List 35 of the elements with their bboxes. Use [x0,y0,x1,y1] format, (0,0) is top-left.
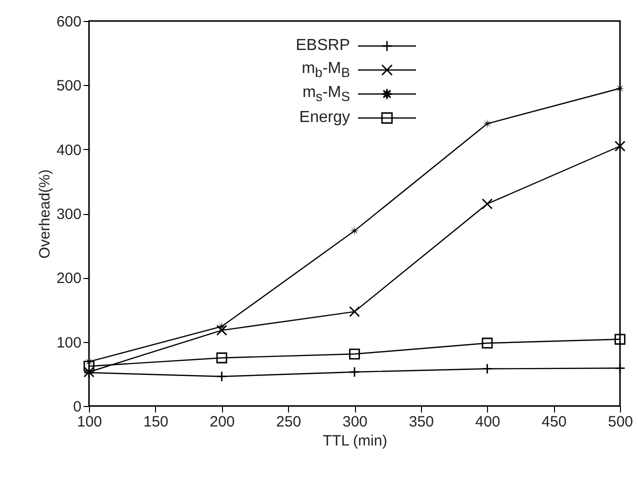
y-tick-label: 100 [56,334,82,352]
x-tick-label: 500 [608,414,634,430]
point [614,140,626,152]
x-tick-label: 200 [210,414,235,430]
y-tick-label: 300 [56,206,82,223]
point [614,334,626,345]
x-tick-label: 350 [408,414,434,430]
x-tick-label: 100 [76,414,102,430]
point [216,324,228,336]
legend-label: m$_{s}$-M$_{S}$ [301,84,350,104]
legend-label: EBSRP [294,37,350,55]
x-tick-label: 450 [542,414,567,430]
y-tick-label: 200 [56,270,82,288]
point [216,352,228,364]
point [482,118,492,128]
y-tick-label: 400 [56,142,82,159]
point [349,348,360,360]
x-tick-label: 250 [276,414,302,430]
y-tick-label: 500 [56,78,82,95]
x-axis-title: TTL (min) [322,432,388,450]
point [482,198,493,210]
x-tick-label: 150 [143,414,168,430]
point [84,360,94,372]
x-tick-label: 300 [342,414,368,430]
point [482,338,493,349]
legend-label: m$_{b}$-M$_{B}$ [300,60,350,80]
point [615,84,625,94]
x-tick-label: 400 [475,414,500,430]
y-axis-title: Overhead(%) [36,169,54,259]
point [350,226,360,236]
legend-label: Energy [298,109,350,127]
point [217,322,226,332]
y-tick-label: 600 [56,14,82,30]
y-tick-label: 0 [73,398,82,416]
point [349,306,360,318]
